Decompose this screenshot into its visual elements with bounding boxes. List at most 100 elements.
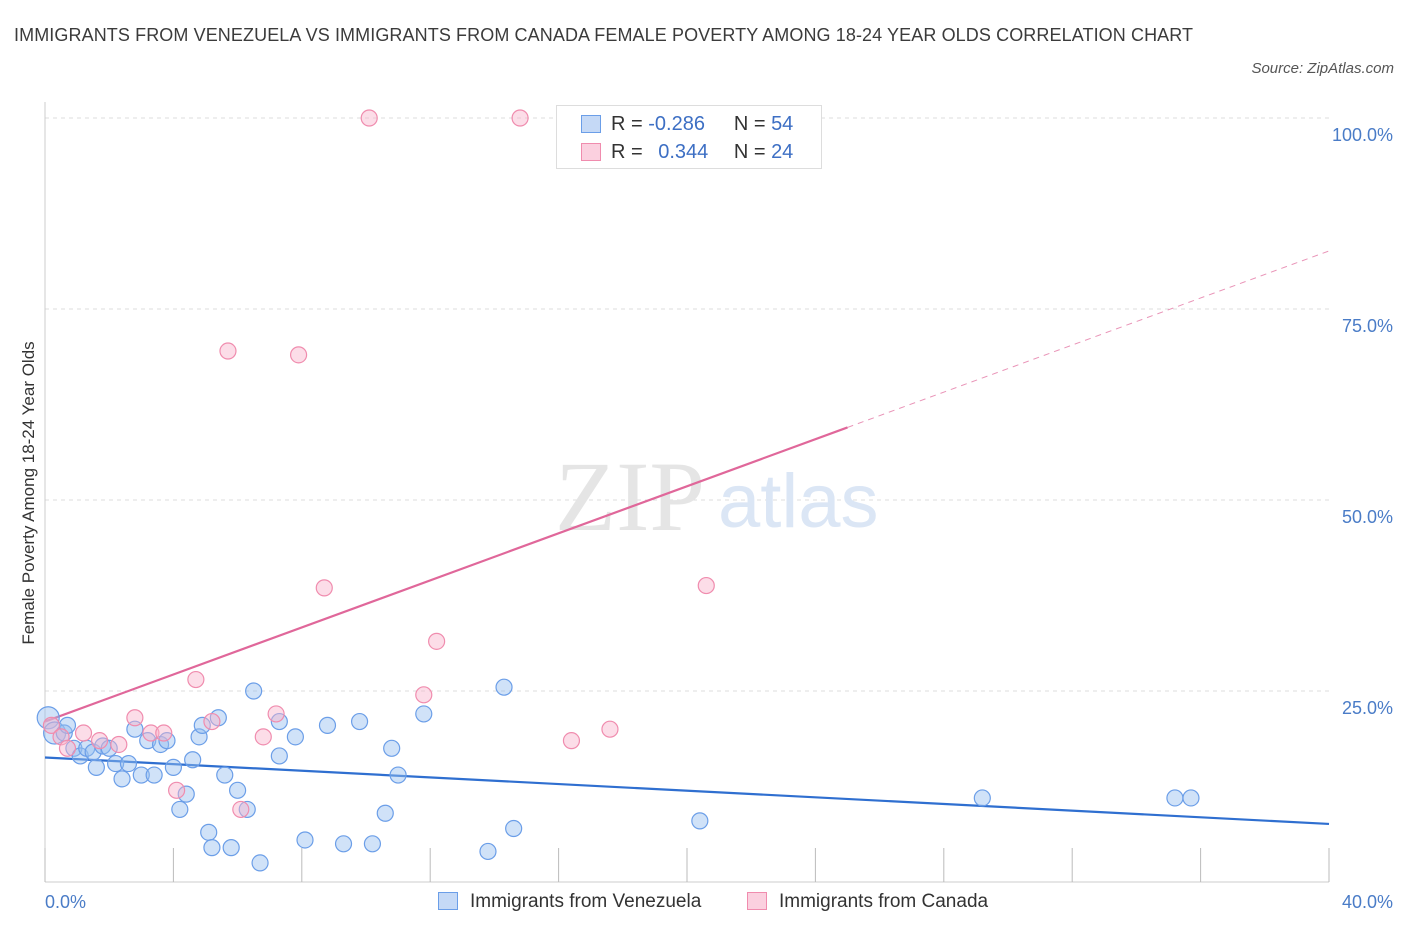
data-point-canada	[168, 781, 186, 799]
data-point-venezuela	[376, 804, 394, 822]
data-point-venezuela	[363, 835, 382, 853]
data-point-canada	[562, 732, 581, 750]
legend-r-label: R =	[611, 113, 643, 135]
data-point-canada	[90, 732, 109, 750]
watermark: ZIP atlas	[555, 441, 879, 552]
data-point-canada	[601, 720, 619, 738]
data-point-canada	[126, 709, 144, 727]
data-point-canada	[289, 346, 308, 364]
legend-item-canada[interactable]: Immigrants from Canada	[747, 888, 988, 916]
data-point-venezuela	[318, 716, 337, 734]
data-point-venezuela	[132, 766, 150, 784]
legend-label-canada: Immigrants from Canada	[779, 891, 989, 912]
source-label: Source: ZipAtlas.com	[1251, 60, 1394, 77]
data-point-venezuela	[334, 835, 353, 853]
data-point-canada	[74, 724, 93, 742]
data-point-venezuela	[245, 682, 263, 700]
data-point-venezuela	[145, 766, 163, 784]
data-point-venezuela	[505, 819, 523, 838]
data-point-canada	[428, 632, 446, 650]
data-point-venezuela	[216, 766, 234, 784]
data-point-canada	[511, 109, 529, 127]
trend-line-venezuela	[44, 756, 1330, 826]
y-tick-labels: 25.0% 50.0% 75.0% 100.0%	[1332, 125, 1393, 718]
data-point-canada	[254, 728, 272, 746]
data-point-canada	[42, 716, 61, 734]
legend-swatch-canada	[581, 143, 601, 161]
data-point-canada	[315, 579, 333, 597]
y-tick-label: 25.0%	[1342, 698, 1393, 718]
gridlines	[45, 117, 1329, 692]
x-tick-labels: 0.0% 40.0%	[45, 892, 1393, 912]
data-point-venezuela	[251, 854, 269, 872]
data-point-venezuela	[296, 831, 314, 849]
data-point-canada	[697, 576, 715, 595]
x-tick-label: 0.0%	[45, 892, 86, 912]
legend-r-value: 0.344	[658, 141, 709, 163]
y-tick-label: 50.0%	[1342, 507, 1393, 527]
data-point-canada	[58, 739, 77, 757]
legend-n-label: N =	[733, 141, 766, 163]
data-point-venezuela	[270, 747, 288, 765]
data-point-canada	[415, 686, 433, 704]
correlation-legend: R = -0.286 N = 54 R = 0.344 N = 24	[556, 105, 822, 169]
data-point-venezuela	[495, 678, 513, 696]
legend-swatch-venezuela	[438, 892, 458, 910]
data-point-venezuela	[193, 716, 211, 734]
data-point-canada	[219, 342, 237, 360]
legend-label-venezuela: Immigrants from Venezuela	[470, 891, 702, 912]
data-point-venezuela	[171, 800, 189, 819]
data-point-venezuela	[973, 789, 991, 807]
chart-title: IMMIGRANTS FROM VENEZUELA VS IMMIGRANTS …	[14, 25, 1194, 45]
data-point-canada	[187, 670, 205, 689]
y-axis-label: Female Poverty Among 18-24 Year Olds	[19, 341, 38, 644]
data-point-venezuela	[113, 770, 131, 788]
series-canada	[42, 109, 715, 819]
data-point-venezuela	[177, 785, 195, 803]
data-point-venezuela	[119, 754, 138, 773]
data-point-venezuela	[238, 800, 256, 819]
data-point-venezuela	[87, 758, 105, 777]
data-point-venezuela	[164, 758, 182, 777]
legend-r-label: R =	[611, 141, 643, 163]
series-legend: Immigrants from Venezuela Immigrants fro…	[0, 888, 1406, 918]
data-point-venezuela	[383, 739, 401, 757]
data-point-canada	[110, 735, 128, 754]
data-point-venezuela	[389, 766, 407, 784]
legend-n-label: N =	[733, 113, 766, 135]
trend-line-canada	[44, 426, 848, 723]
data-point-venezuela	[107, 754, 125, 773]
data-point-venezuela	[350, 712, 369, 731]
legend-swatch-venezuela	[581, 115, 601, 133]
data-point-venezuela	[184, 751, 202, 769]
data-point-venezuela	[200, 823, 218, 841]
data-point-venezuela	[691, 812, 709, 830]
data-point-venezuela	[1182, 789, 1200, 807]
series-venezuela	[36, 678, 1200, 872]
data-point-venezuela	[286, 728, 304, 746]
legend-row-canada: R = 0.344 N = 24	[581, 138, 793, 166]
data-point-venezuela	[229, 781, 247, 799]
legend-n-value: 24	[771, 141, 794, 163]
trend-lines	[44, 250, 1330, 826]
legend-row-venezuela: R = -0.286 N = 54	[581, 110, 793, 138]
legend-r-value: -0.286	[648, 113, 705, 135]
data-point-venezuela	[415, 705, 433, 723]
data-point-canada	[203, 712, 221, 731]
data-point-venezuela	[479, 842, 497, 861]
legend-item-venezuela[interactable]: Immigrants from Venezuela	[438, 888, 701, 916]
data-point-venezuela	[222, 839, 240, 857]
y-tick-label: 75.0%	[1342, 316, 1393, 336]
watermark-atlas: atlas	[718, 459, 879, 544]
legend-swatch-canada	[747, 892, 767, 910]
data-point-canada	[142, 724, 160, 742]
legend-n-value: 54	[771, 113, 794, 135]
data-point-canada	[360, 109, 378, 127]
y-tick-label: 100.0%	[1332, 125, 1393, 145]
x-tick-label: 40.0%	[1342, 892, 1393, 912]
trend-line-canada-extension	[847, 250, 1330, 428]
watermark-zip: ZIP	[555, 441, 705, 552]
data-point-venezuela	[1166, 789, 1184, 807]
data-point-canada	[232, 800, 250, 819]
